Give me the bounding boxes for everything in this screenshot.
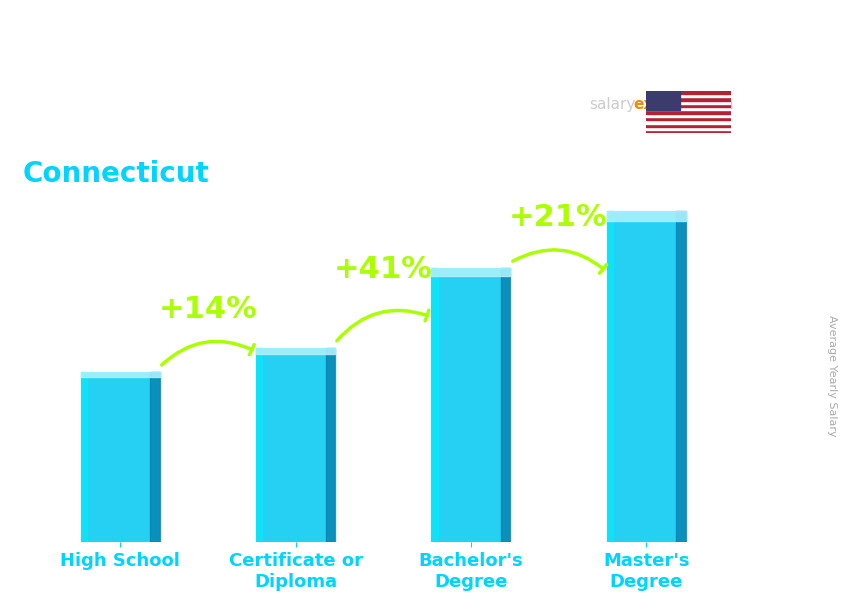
Bar: [646, 124, 731, 127]
Bar: [81, 372, 87, 542]
Text: 71,400 USD: 71,400 USD: [248, 322, 366, 340]
Bar: [646, 101, 731, 104]
Text: 122,000 USD: 122,000 USD: [599, 184, 729, 202]
Bar: [646, 120, 731, 124]
Bar: [646, 114, 731, 117]
Text: Connecticut: Connecticut: [22, 160, 209, 188]
Text: +41%: +41%: [334, 255, 433, 284]
Text: Salary Comparison By Education: Salary Comparison By Education: [22, 97, 733, 135]
Bar: [256, 348, 335, 542]
Bar: [256, 348, 263, 542]
Text: 101,000 USD: 101,000 USD: [423, 241, 554, 259]
Bar: [677, 211, 686, 542]
Text: salary: salary: [589, 97, 636, 112]
Text: +21%: +21%: [509, 203, 608, 232]
Bar: [326, 348, 335, 542]
Bar: [646, 110, 731, 114]
Bar: [607, 211, 686, 221]
Bar: [646, 91, 731, 94]
Text: Average Yearly Salary: Average Yearly Salary: [827, 315, 837, 436]
Bar: [646, 117, 731, 120]
Bar: [501, 268, 510, 542]
Bar: [646, 98, 731, 101]
Bar: [646, 94, 731, 98]
Bar: [607, 211, 613, 542]
Bar: [646, 104, 731, 107]
Text: .com: .com: [696, 97, 734, 112]
Text: 62,600 USD: 62,600 USD: [73, 345, 191, 364]
Bar: [432, 268, 510, 542]
Bar: [646, 127, 731, 130]
Bar: [81, 372, 160, 542]
Bar: [256, 348, 335, 355]
Text: +14%: +14%: [158, 295, 258, 324]
Bar: [607, 211, 686, 542]
Text: explorer: explorer: [633, 97, 706, 112]
Bar: [646, 107, 731, 110]
Bar: [432, 268, 438, 542]
Bar: [646, 130, 731, 133]
Bar: [432, 268, 510, 276]
Bar: [646, 91, 680, 110]
Bar: [150, 372, 160, 542]
Text: Social Impact Consultant: Social Impact Consultant: [22, 128, 369, 157]
Bar: [81, 372, 160, 378]
